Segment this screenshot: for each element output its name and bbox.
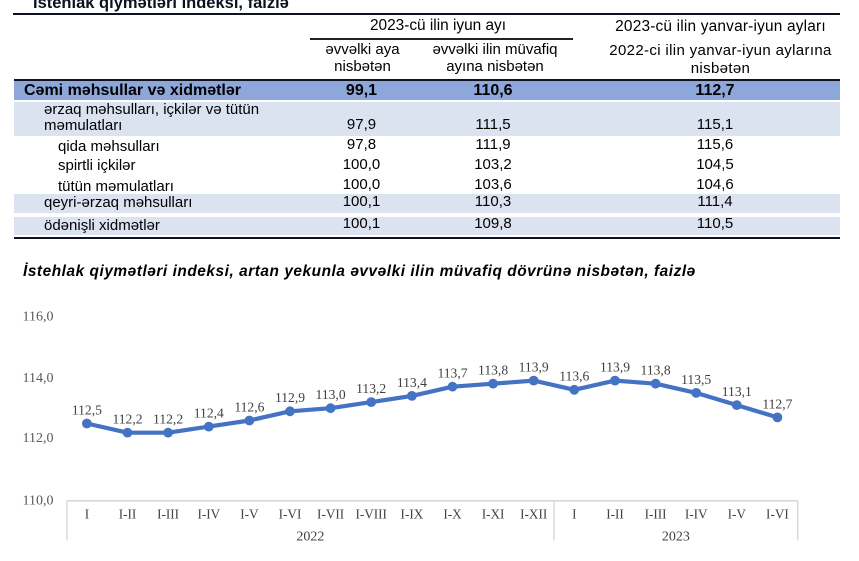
svg-text:2023: 2023: [662, 529, 690, 544]
svg-text:I-III: I-III: [157, 507, 179, 522]
svg-text:I: I: [572, 507, 576, 522]
svg-text:113,8: 113,8: [641, 363, 671, 378]
svg-text:113,6: 113,6: [559, 369, 589, 384]
svg-text:116,0: 116,0: [23, 310, 54, 325]
svg-text:I-XI: I-XI: [482, 507, 505, 522]
svg-text:I-IV: I-IV: [197, 507, 220, 522]
svg-text:I-III: I-III: [645, 507, 667, 522]
svg-text:112,2: 112,2: [112, 412, 142, 427]
svg-text:I-VII: I-VII: [317, 507, 344, 522]
svg-text:112,4: 112,4: [194, 406, 224, 421]
svg-text:110,0: 110,0: [23, 494, 54, 509]
svg-text:I-IV: I-IV: [685, 507, 708, 522]
svg-text:113,9: 113,9: [600, 360, 630, 375]
svg-text:I-VI: I-VI: [766, 507, 789, 522]
svg-text:112,7: 112,7: [762, 396, 792, 411]
svg-text:113,5: 113,5: [681, 372, 711, 387]
svg-text:I: I: [85, 507, 89, 522]
svg-text:I-II: I-II: [606, 507, 624, 522]
svg-text:112,6: 112,6: [234, 399, 264, 414]
svg-text:I-II: I-II: [119, 507, 137, 522]
svg-text:I-XII: I-XII: [520, 507, 547, 522]
svg-text:114,0: 114,0: [23, 371, 54, 386]
svg-text:112,9: 112,9: [275, 390, 305, 405]
svg-text:112,5: 112,5: [72, 402, 102, 417]
svg-text:I-VI: I-VI: [279, 507, 302, 522]
svg-text:I-IX: I-IX: [401, 507, 424, 522]
svg-text:I-V: I-V: [240, 507, 259, 522]
svg-text:112,2: 112,2: [153, 412, 183, 427]
svg-text:113,1: 113,1: [722, 384, 752, 399]
svg-text:113,8: 113,8: [478, 363, 508, 378]
svg-text:2022: 2022: [296, 529, 324, 544]
svg-text:113,9: 113,9: [519, 360, 549, 375]
svg-text:I-VIII: I-VIII: [355, 507, 386, 522]
svg-text:I-V: I-V: [728, 507, 747, 522]
svg-text:112,0: 112,0: [23, 431, 54, 446]
svg-text:113,7: 113,7: [437, 366, 467, 381]
svg-text:113,2: 113,2: [356, 381, 386, 396]
svg-text:I-X: I-X: [443, 507, 462, 522]
svg-text:113,0: 113,0: [316, 387, 346, 402]
svg-text:113,4: 113,4: [397, 375, 427, 390]
